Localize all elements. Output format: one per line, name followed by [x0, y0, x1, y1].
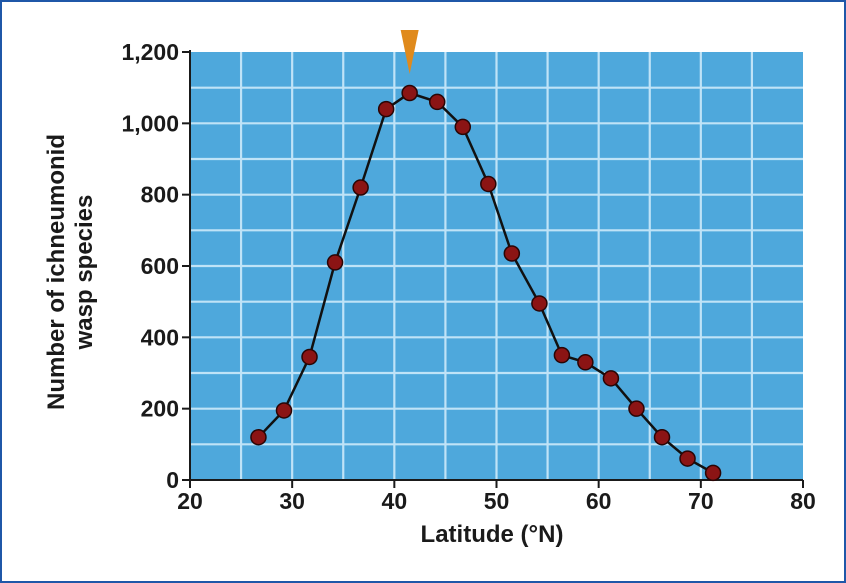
y-axis-title-line: wasp species	[71, 195, 98, 351]
peak-marker-arrow	[400, 30, 419, 74]
x-tick-label: 30	[279, 488, 305, 514]
y-tick-label: 0	[166, 467, 179, 493]
data-point	[326, 254, 344, 271]
x-tick-label: 80	[790, 488, 816, 514]
x-tick-label: 70	[688, 488, 714, 514]
y-tick-label: 400	[141, 324, 179, 350]
x-axis-ticks: 20 30 40 50 60 70 80	[177, 480, 816, 514]
y-axis-ticks: 0 200 400 600 800 1,000 1,200	[121, 39, 190, 493]
data-point	[250, 428, 267, 446]
x-axis-title: Latitude (°N)	[421, 521, 564, 548]
y-tick-label: 800	[141, 182, 179, 208]
data-point	[377, 100, 395, 118]
data-point	[553, 346, 571, 364]
data-point	[352, 179, 369, 196]
x-tick-label: 50	[484, 488, 510, 514]
x-tick-label: 60	[586, 488, 612, 514]
data-point	[531, 295, 548, 312]
data-point	[704, 464, 722, 482]
x-tick-label: 20	[177, 488, 203, 514]
data-point	[480, 175, 497, 193]
data-point	[653, 428, 671, 446]
grid-lines	[190, 52, 803, 480]
y-axis-title-line: Number of ichneumonid	[43, 134, 70, 410]
data-point	[679, 450, 696, 467]
y-tick-label: 600	[141, 253, 179, 279]
data-point	[602, 370, 620, 387]
y-tick-label: 200	[141, 396, 179, 422]
data-point	[275, 402, 293, 419]
data-point	[503, 245, 521, 262]
x-tick-label: 40	[382, 488, 408, 514]
data-point	[401, 84, 418, 102]
data-point	[301, 348, 318, 366]
y-axis-title: Number of ichneumonidwasp species	[43, 134, 98, 410]
data-points	[250, 84, 722, 482]
data-point	[428, 93, 446, 111]
data-point	[577, 354, 594, 371]
y-tick-label: 1,000	[121, 110, 179, 136]
data-point	[628, 400, 645, 417]
data-point	[454, 118, 472, 136]
y-tick-label: 1,200	[121, 39, 179, 65]
